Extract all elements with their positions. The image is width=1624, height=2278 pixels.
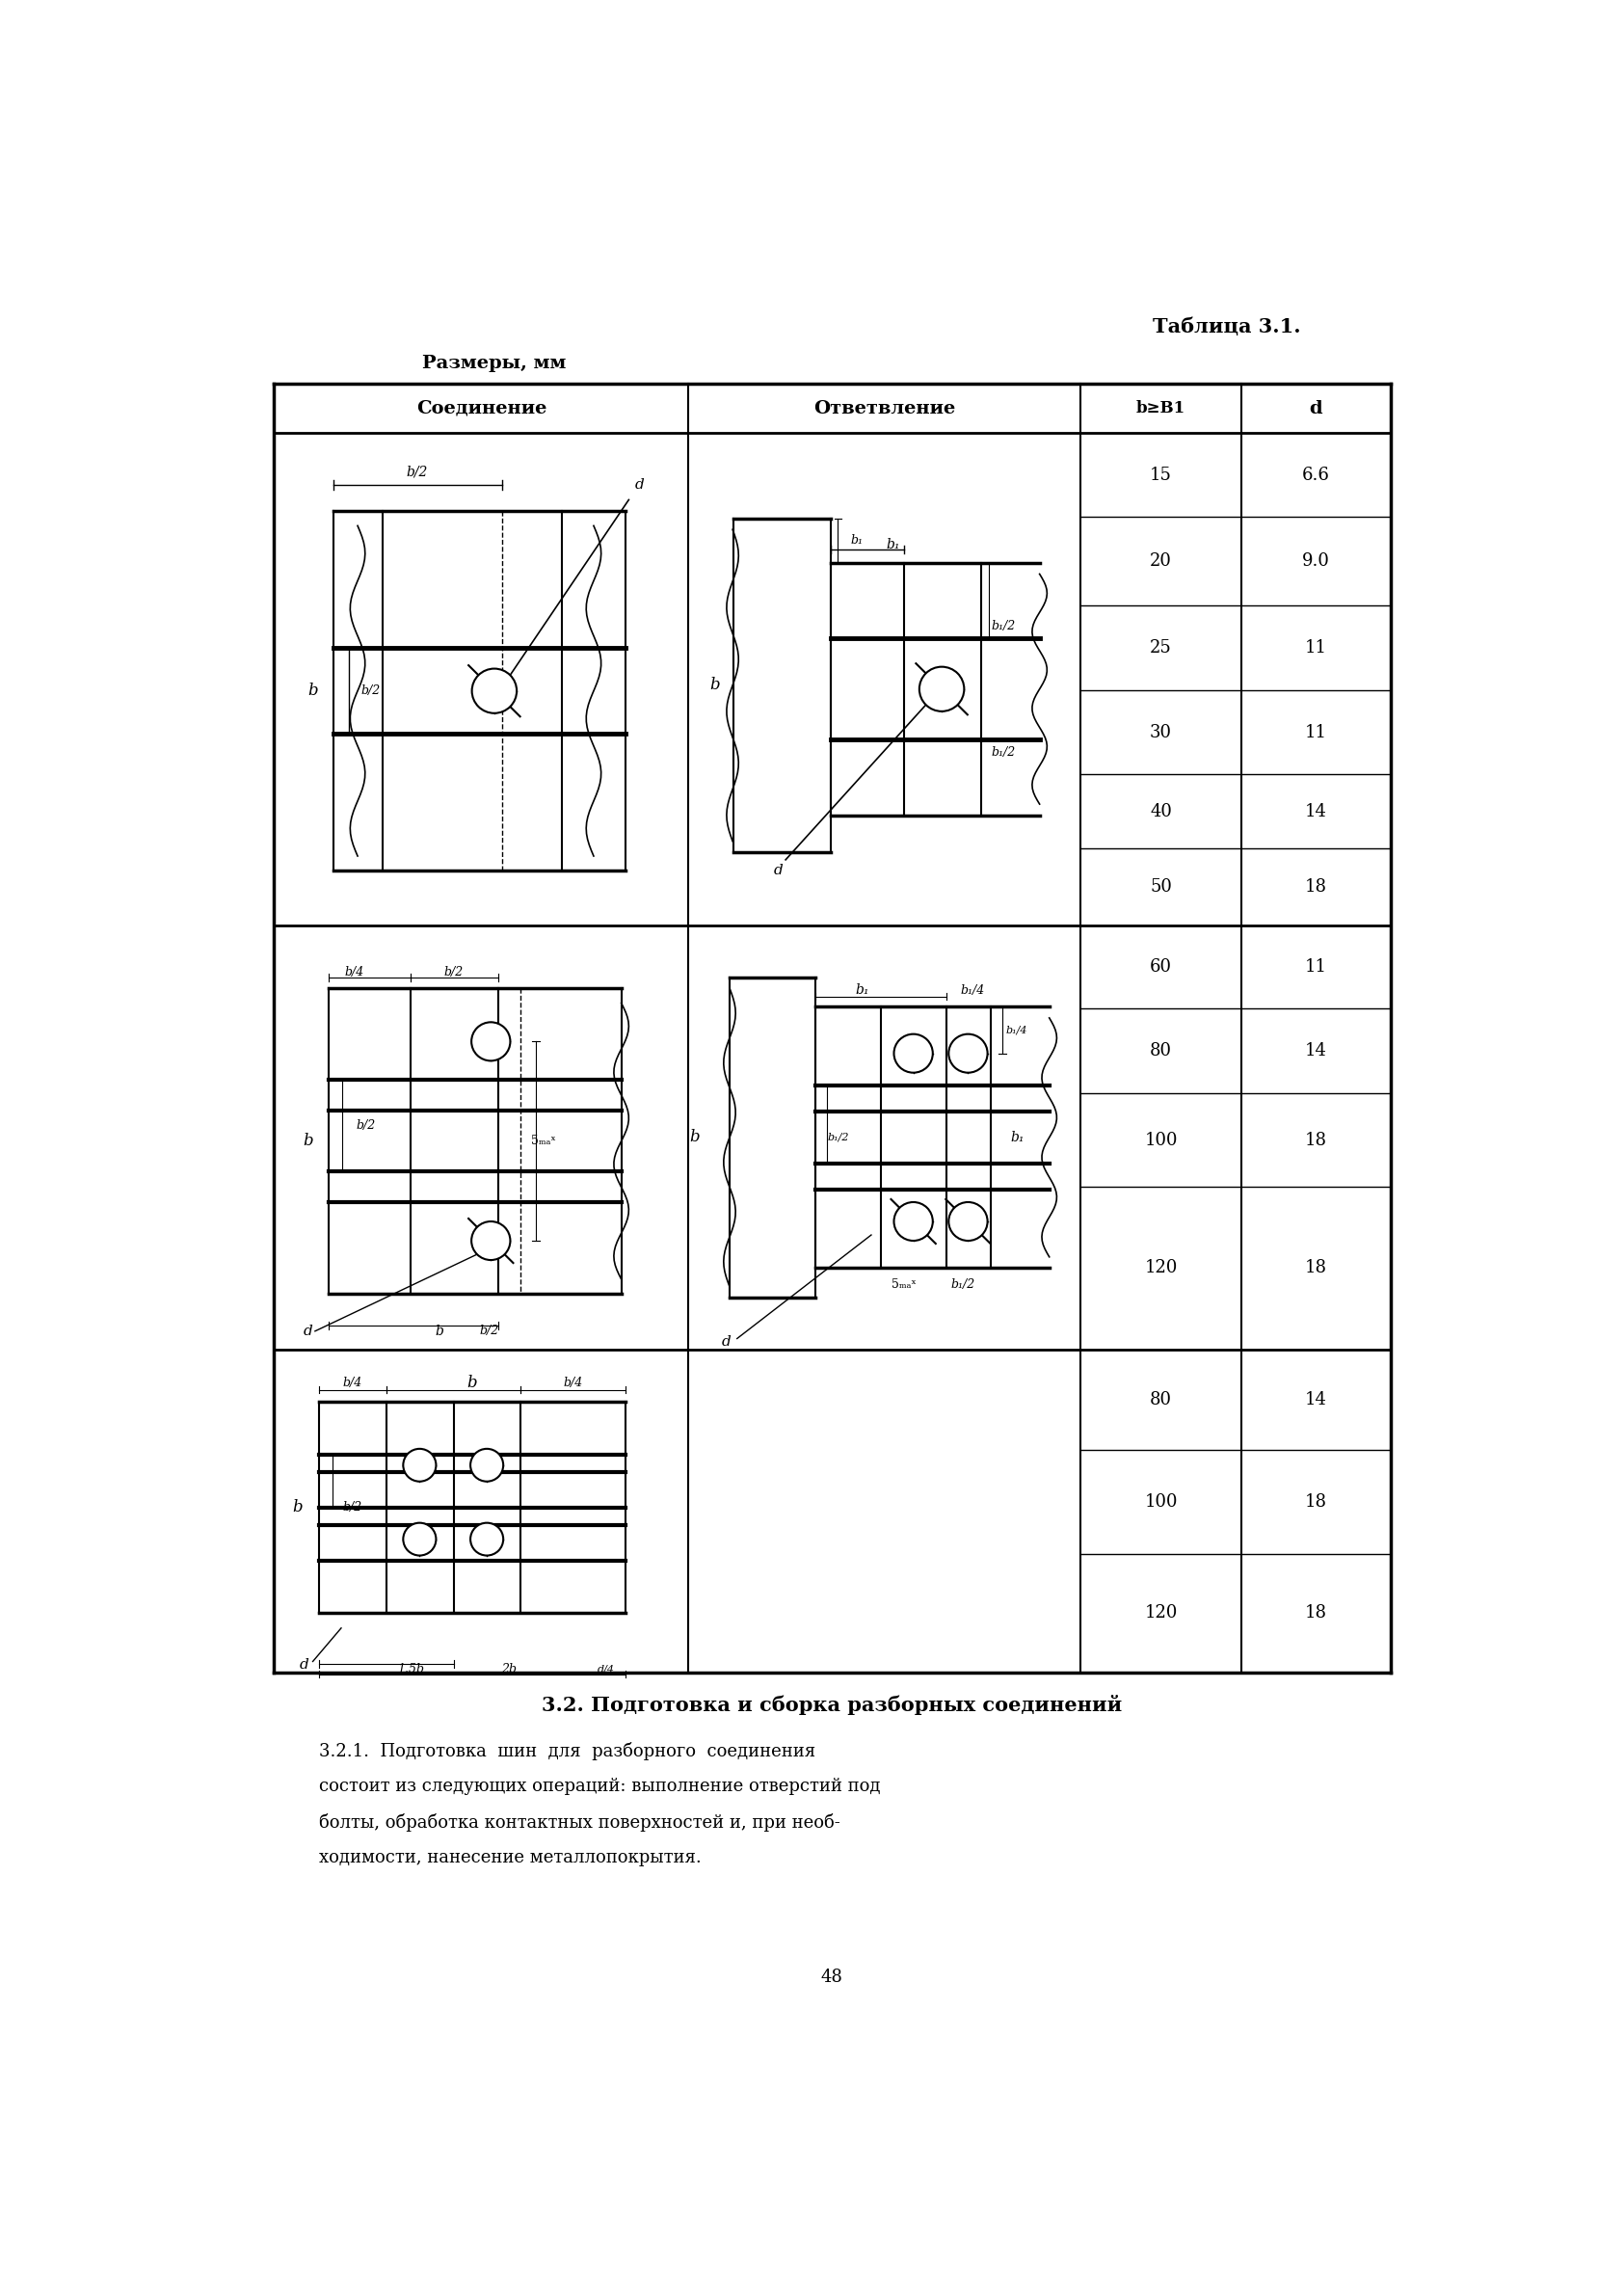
Text: 100: 100 <box>1145 1132 1177 1148</box>
Text: 18: 18 <box>1304 879 1327 895</box>
Text: b/2: b/2 <box>479 1326 499 1337</box>
Text: 6.6: 6.6 <box>1302 467 1330 483</box>
Text: b: b <box>435 1324 443 1337</box>
Text: Размеры, мм: Размеры, мм <box>422 355 567 374</box>
Text: 5ₘₐˣ: 5ₘₐˣ <box>892 1278 916 1292</box>
Circle shape <box>471 1522 503 1556</box>
Circle shape <box>471 1221 510 1260</box>
Text: d: d <box>773 863 783 877</box>
Text: b₁/4: b₁/4 <box>960 984 984 998</box>
Text: 40: 40 <box>1150 802 1173 820</box>
Text: 15: 15 <box>1150 467 1173 483</box>
Text: ходимости, нанесение металлопокрытия.: ходимости, нанесение металлопокрытия. <box>318 1847 702 1866</box>
Circle shape <box>471 1023 510 1062</box>
Text: 5ₘₐˣ: 5ₘₐˣ <box>531 1134 555 1148</box>
Text: 3.2.1.  Подготовка  шин  для  разборного  соединения: 3.2.1. Подготовка шин для разборного сое… <box>318 1743 815 1761</box>
Text: 25: 25 <box>1150 640 1173 656</box>
Circle shape <box>893 1203 932 1242</box>
Text: 14: 14 <box>1306 1392 1327 1408</box>
Circle shape <box>473 670 516 713</box>
Text: 80: 80 <box>1150 1043 1173 1059</box>
Text: b₁/2: b₁/2 <box>827 1132 849 1141</box>
Circle shape <box>403 1522 437 1556</box>
Text: 14: 14 <box>1306 802 1327 820</box>
Text: b₁: b₁ <box>887 538 900 551</box>
Text: 14: 14 <box>1306 1043 1327 1059</box>
Text: 18: 18 <box>1304 1604 1327 1622</box>
Text: 3.2. Подготовка и сборка разборных соединений: 3.2. Подготовка и сборка разборных соеди… <box>542 1695 1122 1715</box>
Text: 11: 11 <box>1304 959 1327 975</box>
Text: болты, обработка контактных поверхностей и, при необ-: болты, обработка контактных поверхностей… <box>318 1813 840 1832</box>
Text: b: b <box>466 1376 477 1392</box>
Text: b/2: b/2 <box>343 1501 362 1513</box>
Text: b: b <box>307 683 318 699</box>
Circle shape <box>948 1203 987 1242</box>
Text: 50: 50 <box>1150 879 1173 895</box>
Text: b: b <box>710 677 719 693</box>
Text: 11: 11 <box>1304 724 1327 740</box>
Text: Соединение: Соединение <box>416 399 546 417</box>
Text: b/2: b/2 <box>356 1118 375 1132</box>
Text: 2b: 2b <box>500 1663 516 1674</box>
Circle shape <box>403 1449 437 1481</box>
Text: 100: 100 <box>1145 1492 1177 1510</box>
Circle shape <box>948 1034 987 1073</box>
Text: 9.0: 9.0 <box>1302 551 1330 570</box>
Text: 18: 18 <box>1304 1132 1327 1148</box>
Circle shape <box>893 1034 932 1073</box>
Text: d: d <box>302 1324 312 1337</box>
Text: 1.5b: 1.5b <box>398 1663 424 1674</box>
Text: b/2: b/2 <box>445 966 464 977</box>
Text: Таблица 3.1.: Таблица 3.1. <box>1153 317 1301 337</box>
Text: d: d <box>1309 399 1322 417</box>
Text: 48: 48 <box>820 1968 843 1986</box>
Text: b₁/2: b₁/2 <box>991 745 1015 759</box>
Text: b₁/2: b₁/2 <box>950 1278 974 1292</box>
Text: b₁: b₁ <box>851 535 862 547</box>
Text: b/4: b/4 <box>343 1376 362 1390</box>
Text: Ответвление: Ответвление <box>814 399 955 417</box>
Circle shape <box>471 1449 503 1481</box>
Text: 120: 120 <box>1145 1604 1177 1622</box>
Text: 30: 30 <box>1150 724 1173 740</box>
Text: b: b <box>689 1130 700 1146</box>
Text: 18: 18 <box>1304 1260 1327 1276</box>
Text: 20: 20 <box>1150 551 1173 570</box>
Text: 18: 18 <box>1304 1492 1327 1510</box>
Text: 80: 80 <box>1150 1392 1173 1408</box>
Text: b/2: b/2 <box>361 683 380 697</box>
Text: d: d <box>299 1658 309 1672</box>
Text: 11: 11 <box>1304 640 1327 656</box>
Text: 60: 60 <box>1150 959 1173 975</box>
Text: b₁: b₁ <box>856 984 869 998</box>
Circle shape <box>919 667 965 711</box>
Text: b: b <box>302 1132 313 1150</box>
Text: b₁/2: b₁/2 <box>991 620 1015 633</box>
Text: b≥B1: b≥B1 <box>1137 401 1186 417</box>
Text: d: d <box>635 478 645 492</box>
Text: состоит из следующих операций: выполнение отверстий под: состоит из следующих операций: выполнени… <box>318 1777 880 1795</box>
Text: b₁: b₁ <box>1010 1130 1025 1144</box>
Text: d: d <box>721 1335 731 1349</box>
Text: b/4: b/4 <box>344 966 364 977</box>
Text: d/4: d/4 <box>598 1663 615 1674</box>
Text: 120: 120 <box>1145 1260 1177 1276</box>
Text: b₁/4: b₁/4 <box>1007 1025 1028 1034</box>
Text: b: b <box>292 1499 304 1515</box>
Text: b/2: b/2 <box>406 465 429 478</box>
Text: b/4: b/4 <box>564 1376 583 1390</box>
